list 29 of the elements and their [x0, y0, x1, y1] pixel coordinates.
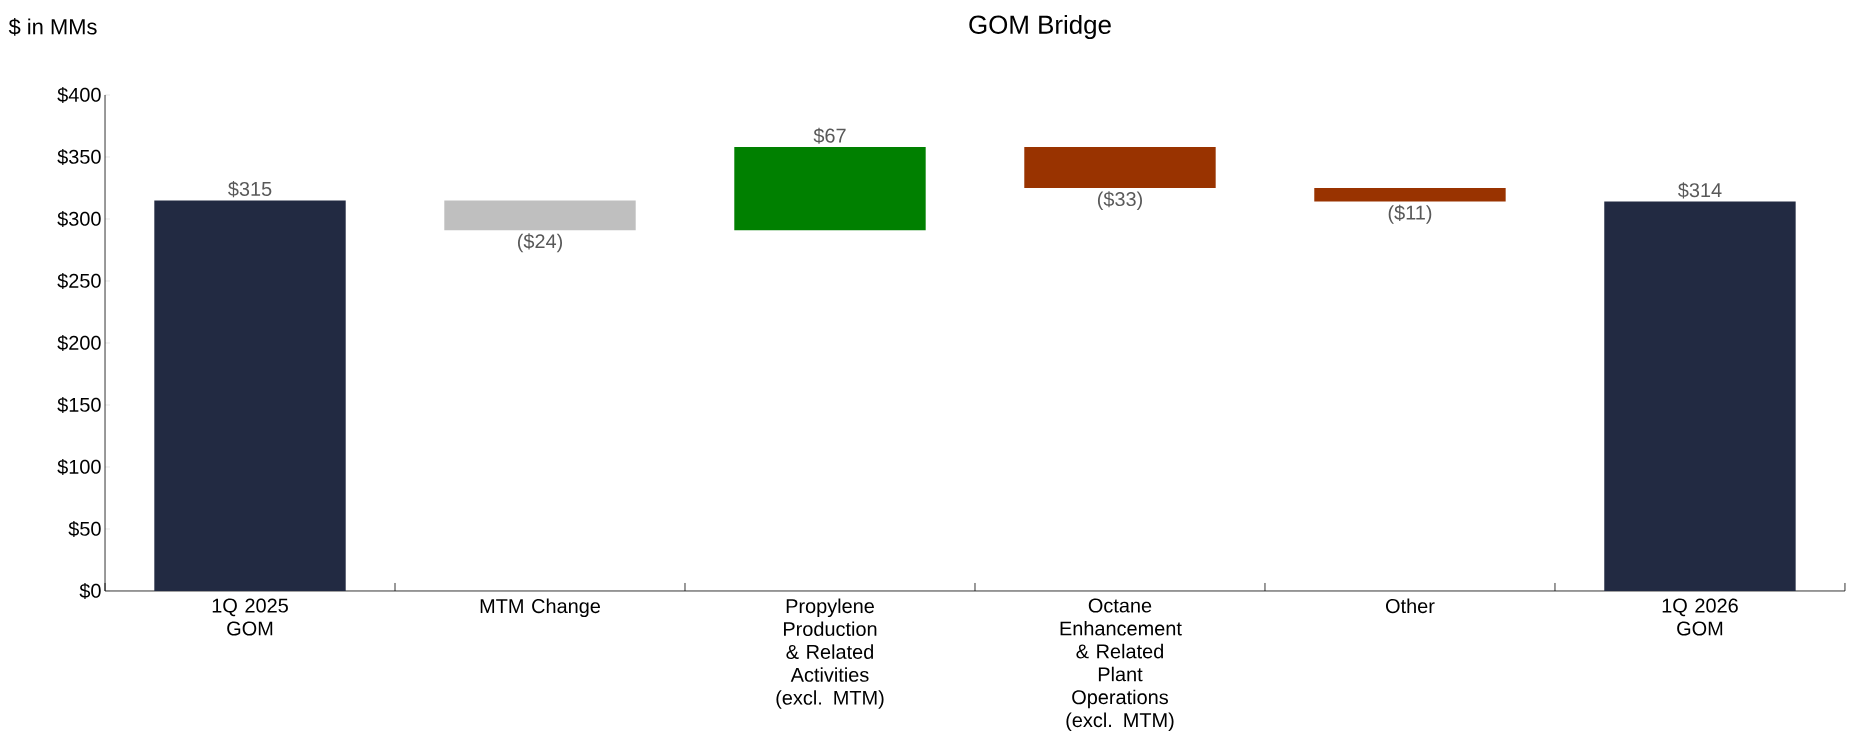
bar: [444, 200, 636, 231]
y-tick-label: $0: [79, 582, 101, 600]
bar: [1024, 147, 1216, 188]
y-axis-title: $ in MMs: [8, 18, 97, 36]
bar: [1314, 187, 1506, 202]
y-tick-label: $150: [57, 396, 101, 414]
x-tick-label: Other: [1386, 598, 1435, 614]
x-tick-label: MTM Change: [480, 598, 600, 618]
y-tick-label: $400: [57, 86, 101, 104]
chart-title: GOM Bridge: [969, 14, 1111, 40]
y-tick-label: $100: [57, 458, 101, 476]
data-label: $314: [1678, 182, 1722, 199]
data-label: ($11): [1388, 204, 1432, 224]
data-label: ($24): [517, 233, 563, 253]
bar: [1604, 201, 1796, 591]
x-tick-label: 1Q 2025 GOM: [212, 598, 288, 636]
y-tick-label: $250: [57, 272, 101, 290]
bar: [734, 147, 926, 231]
data-label: $315: [228, 181, 272, 198]
data-label: $67: [813, 127, 846, 144]
x-tick-label: Octane Enhancement & Related Plant Operations (excl. MTM): [1060, 598, 1182, 732]
x-tick-label: Propylene Production & Related Activities (excl. MTM): [776, 598, 884, 709]
x-tick-label: 1Q 2026 GOM: [1662, 598, 1738, 636]
y-tick-label: $350: [57, 148, 101, 166]
y-tick-label: $50: [68, 520, 101, 538]
bar: [154, 200, 346, 591]
y-tick-label: $300: [57, 210, 101, 228]
data-label: ($33): [1097, 191, 1142, 211]
y-tick-label: $200: [57, 334, 101, 352]
